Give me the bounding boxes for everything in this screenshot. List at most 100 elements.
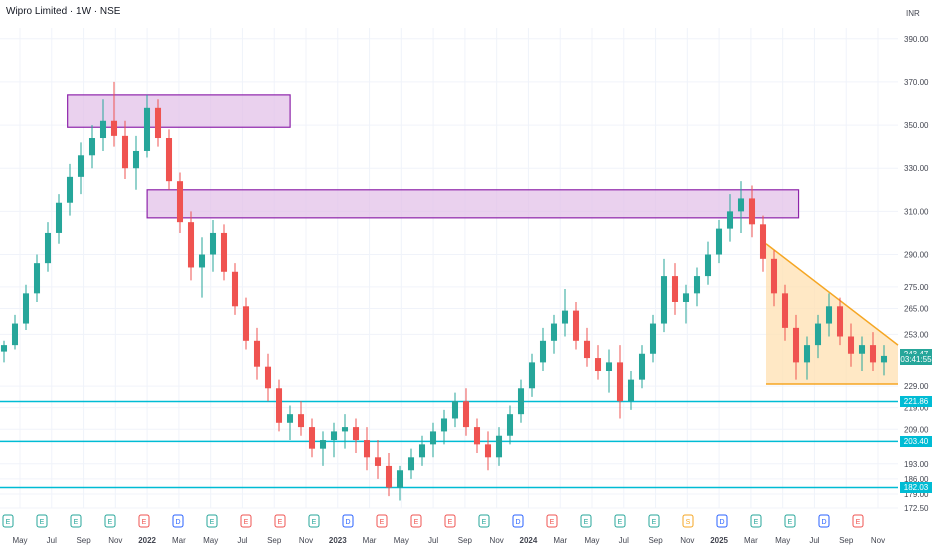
- candle-body[interactable]: [319, 440, 327, 449]
- candle-body[interactable]: [187, 222, 195, 268]
- candle-body[interactable]: [88, 138, 96, 156]
- candle-body[interactable]: [682, 293, 690, 302]
- candle-body[interactable]: [792, 327, 800, 363]
- candle-body[interactable]: [715, 228, 723, 255]
- candle-body[interactable]: [0, 345, 8, 352]
- candle-body[interactable]: [495, 435, 503, 458]
- candle-body[interactable]: [770, 258, 778, 294]
- event-marker[interactable]: [614, 514, 626, 528]
- event-marker[interactable]: [512, 514, 524, 528]
- candle-body[interactable]: [539, 340, 547, 363]
- event-marker[interactable]: [206, 514, 218, 528]
- candle-body[interactable]: [649, 323, 657, 354]
- candle-body[interactable]: [484, 444, 492, 458]
- event-marker[interactable]: [240, 514, 252, 528]
- event-marker[interactable]: [172, 514, 184, 528]
- candle-body[interactable]: [143, 107, 151, 151]
- candle-body[interactable]: [231, 271, 239, 307]
- event-marker[interactable]: [546, 514, 558, 528]
- candle-body[interactable]: [154, 107, 162, 139]
- candle-body[interactable]: [110, 120, 118, 136]
- candle-body[interactable]: [836, 306, 844, 337]
- resistance-zone[interactable]: [146, 189, 800, 219]
- candle-body[interactable]: [242, 306, 250, 341]
- candle-body[interactable]: [440, 418, 448, 432]
- candle-body[interactable]: [528, 362, 536, 389]
- candle-body[interactable]: [869, 345, 877, 363]
- candle-body[interactable]: [671, 276, 679, 302]
- event-marker[interactable]: [138, 514, 150, 528]
- candle-body[interactable]: [66, 176, 74, 203]
- event-marker[interactable]: [308, 514, 320, 528]
- candle-body[interactable]: [781, 293, 789, 328]
- candle-body[interactable]: [286, 414, 294, 423]
- candle-body[interactable]: [858, 345, 866, 354]
- candle-body[interactable]: [352, 427, 360, 441]
- candle-body[interactable]: [374, 457, 382, 466]
- event-marker[interactable]: [410, 514, 422, 528]
- candle-body[interactable]: [220, 232, 228, 272]
- candle-body[interactable]: [11, 323, 19, 346]
- candle-body[interactable]: [165, 138, 173, 182]
- event-marker[interactable]: [376, 514, 388, 528]
- event-marker[interactable]: [36, 514, 48, 528]
- event-marker[interactable]: [852, 514, 864, 528]
- event-marker[interactable]: [682, 514, 694, 528]
- candle-body[interactable]: [33, 263, 41, 294]
- candle-body[interactable]: [847, 336, 855, 354]
- candle-body[interactable]: [99, 120, 107, 139]
- event-marker[interactable]: [818, 514, 830, 528]
- candle-body[interactable]: [583, 340, 591, 359]
- candle-body[interactable]: [451, 401, 459, 419]
- candle-body[interactable]: [748, 198, 756, 225]
- candle-body[interactable]: [44, 232, 52, 264]
- candle-body[interactable]: [594, 358, 602, 372]
- candle-body[interactable]: [176, 181, 184, 223]
- event-marker[interactable]: [716, 514, 728, 528]
- event-marker[interactable]: [2, 514, 14, 528]
- candle-body[interactable]: [264, 366, 272, 389]
- candle-body[interactable]: [803, 345, 811, 363]
- event-marker[interactable]: [444, 514, 456, 528]
- candle-body[interactable]: [55, 202, 63, 233]
- event-marker[interactable]: [580, 514, 592, 528]
- candle-body[interactable]: [341, 427, 349, 432]
- candle-body[interactable]: [253, 340, 261, 367]
- candle-body[interactable]: [418, 444, 426, 458]
- candle-body[interactable]: [704, 254, 712, 277]
- candle-body[interactable]: [561, 310, 569, 324]
- candle-body[interactable]: [726, 211, 734, 229]
- candle-body[interactable]: [660, 276, 668, 324]
- candle-body[interactable]: [363, 440, 371, 458]
- event-marker[interactable]: [104, 514, 116, 528]
- candle-body[interactable]: [407, 457, 415, 471]
- event-marker[interactable]: [478, 514, 490, 528]
- candle-body[interactable]: [132, 150, 140, 169]
- candle-body[interactable]: [462, 401, 470, 428]
- candle-body[interactable]: [385, 465, 393, 488]
- candle-body[interactable]: [506, 414, 514, 436]
- candle-body[interactable]: [737, 198, 745, 212]
- candle-body[interactable]: [308, 427, 316, 449]
- candle-body[interactable]: [22, 293, 30, 324]
- event-marker[interactable]: [648, 514, 660, 528]
- event-marker[interactable]: [342, 514, 354, 528]
- candle-body[interactable]: [517, 388, 525, 415]
- candle-body[interactable]: [473, 427, 481, 445]
- event-marker[interactable]: [70, 514, 82, 528]
- candle-body[interactable]: [693, 276, 701, 294]
- candle-body[interactable]: [572, 310, 580, 341]
- candle-body[interactable]: [396, 470, 404, 488]
- candle-body[interactable]: [275, 388, 283, 423]
- candle-body[interactable]: [77, 155, 85, 177]
- candle-body[interactable]: [550, 323, 558, 341]
- event-marker[interactable]: [784, 514, 796, 528]
- event-marker[interactable]: [274, 514, 286, 528]
- candle-body[interactable]: [605, 362, 613, 372]
- candle-body[interactable]: [198, 254, 206, 268]
- candle-body[interactable]: [638, 353, 646, 380]
- candle-body[interactable]: [429, 431, 437, 445]
- event-marker[interactable]: [750, 514, 762, 528]
- candle-body[interactable]: [627, 379, 635, 402]
